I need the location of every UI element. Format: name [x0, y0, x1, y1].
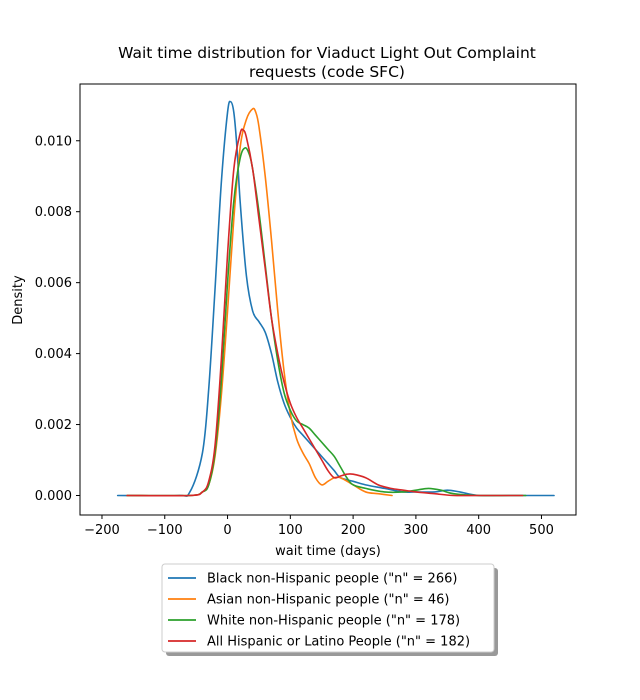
x-tick-label: 200 — [341, 523, 366, 538]
y-tick-label: 0.004 — [35, 347, 72, 362]
y-tick-label: 0.010 — [35, 134, 72, 149]
x-tick-label: 500 — [529, 523, 554, 538]
series-layer — [116, 100, 555, 497]
legend-label-1: Asian non-Hispanic people ("n" = 46) — [207, 593, 450, 608]
series-line-2 — [126, 147, 527, 497]
chart-title-line-2: requests (code SFC) — [249, 63, 405, 81]
y-axis-ticks: 0.000 0.002 0.004 0.006 0.008 0.010 — [35, 134, 80, 504]
x-tick-label: 400 — [466, 523, 491, 538]
x-tick-label: 100 — [278, 523, 303, 538]
legend-label-0: Black non-Hispanic people ("n" = 266) — [207, 572, 457, 587]
x-tick-label: −100 — [147, 523, 183, 538]
y-tick-label: 0.002 — [35, 418, 72, 433]
plot-frame — [79, 83, 577, 516]
y-tick-label: 0.008 — [35, 205, 72, 220]
x-tick-label: 0 — [223, 523, 231, 538]
y-tick-label: 0.000 — [35, 489, 72, 504]
x-axis-ticks: −200 −100 0 100 200 300 400 500 — [84, 515, 554, 538]
series-line-3 — [126, 128, 524, 497]
x-tick-label: −200 — [84, 523, 120, 538]
legend-label-2: White non-Hispanic people ("n" = 178) — [207, 614, 460, 629]
y-tick-label: 0.006 — [35, 276, 72, 291]
legend-entries: Black non-Hispanic people ("n" = 266) Asi… — [168, 572, 470, 650]
legend-box — [161, 563, 495, 653]
x-tick-label: 300 — [403, 523, 428, 538]
legend: Black non-Hispanic people ("n" = 266) Asi… — [161, 563, 498, 656]
legend-label-3: All Hispanic or Latino People ("n" = 182… — [207, 635, 470, 650]
y-axis-label: Density — [11, 275, 26, 325]
x-axis-label: wait time (days) — [275, 544, 381, 559]
series-line-0 — [116, 100, 555, 497]
chart-title-line-1: Wait time distribution for Viaduct Light… — [118, 44, 536, 62]
